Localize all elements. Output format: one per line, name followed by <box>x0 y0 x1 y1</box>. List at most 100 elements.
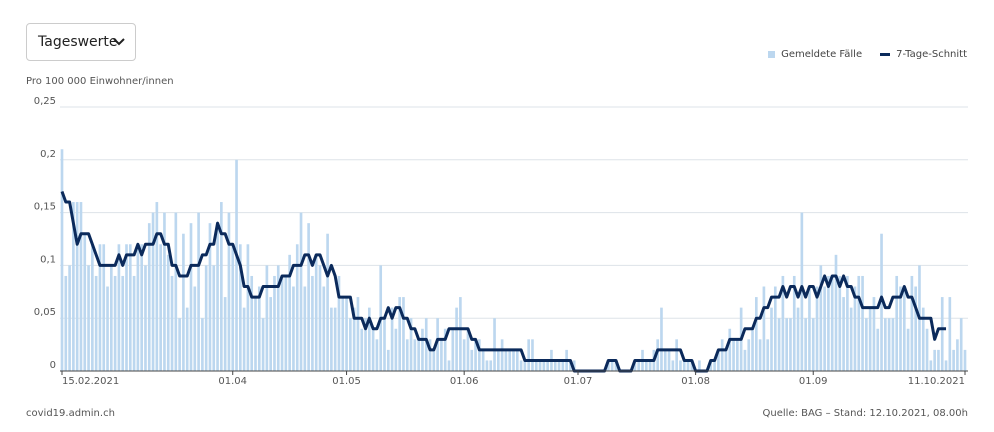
bar <box>523 360 527 371</box>
bar <box>834 254 838 371</box>
y-tick-label: 0,25 <box>34 96 56 107</box>
x-tick-label: 01.09 <box>799 376 828 387</box>
legend-item[interactable]: Gemeldete Fälle <box>768 49 862 60</box>
bar <box>830 275 834 371</box>
bar <box>758 339 762 371</box>
bar <box>75 202 79 371</box>
bar <box>193 286 197 371</box>
bar <box>527 339 531 371</box>
bar <box>462 339 466 371</box>
legend-item[interactable]: 7-Tage-Schnitt <box>880 49 967 60</box>
bar <box>405 339 409 371</box>
bar <box>212 265 216 371</box>
bar <box>538 360 542 371</box>
bar <box>607 360 610 371</box>
bar <box>413 339 417 371</box>
bar <box>796 307 800 371</box>
bar <box>614 360 618 371</box>
bar <box>504 349 508 371</box>
bar <box>466 328 470 371</box>
dropdown[interactable]: Tageswerte <box>26 23 136 61</box>
bar <box>747 339 751 371</box>
bar <box>743 349 747 371</box>
bar <box>754 297 758 371</box>
legend-label: 7-Tage-Schnitt <box>896 49 967 60</box>
bar <box>94 275 98 371</box>
bar <box>724 349 728 371</box>
bar <box>478 339 481 371</box>
bar <box>151 212 155 371</box>
bar <box>295 244 299 371</box>
bar <box>178 318 181 371</box>
bar <box>155 202 159 371</box>
bar <box>159 244 162 371</box>
bar <box>762 286 766 371</box>
bar <box>447 360 451 371</box>
bar <box>147 223 151 371</box>
bar <box>204 265 208 371</box>
chevron-icon[interactable] <box>113 38 125 46</box>
bar <box>311 275 314 371</box>
bar <box>857 275 861 371</box>
bar <box>819 265 823 371</box>
bar <box>853 286 857 371</box>
bar <box>660 307 663 371</box>
bar <box>515 349 519 371</box>
bar <box>216 223 219 371</box>
bar <box>686 360 690 371</box>
bar <box>671 360 675 371</box>
bar <box>808 286 811 371</box>
bar <box>876 328 880 371</box>
bar <box>443 328 447 371</box>
bar <box>713 360 716 371</box>
bar <box>785 318 789 371</box>
bar <box>633 360 637 371</box>
y-tick-label: 0,1 <box>40 254 56 265</box>
bar <box>83 233 87 371</box>
bar <box>314 254 318 371</box>
bar <box>113 275 117 371</box>
x-tick-label: 01.08 <box>681 376 710 387</box>
bar <box>561 360 565 371</box>
bar <box>663 349 667 371</box>
bar <box>906 328 910 371</box>
bar <box>269 297 273 371</box>
bar <box>440 339 443 371</box>
bar <box>254 297 257 371</box>
bar <box>402 297 405 371</box>
bar <box>170 275 174 371</box>
bar <box>436 318 439 371</box>
bar <box>189 223 193 371</box>
dropdown-label[interactable]: Tageswerte <box>38 34 118 50</box>
y-axis-label: Pro 100 000 Einwohner/innen <box>26 76 174 87</box>
bar <box>481 349 485 371</box>
bar <box>937 349 940 371</box>
bar <box>265 265 269 371</box>
x-tick-label: 01.04 <box>218 376 247 387</box>
bar <box>751 328 754 371</box>
bar <box>534 360 538 371</box>
bar <box>842 297 845 371</box>
legend: Gemeldete Fälle 7-Tage-Schnitt <box>768 49 967 60</box>
legend-label: Gemeldete Fälle <box>781 49 863 60</box>
bar <box>656 339 660 371</box>
bar <box>956 339 959 371</box>
bar <box>307 223 310 371</box>
bar <box>409 318 413 371</box>
bar <box>500 339 504 371</box>
bar <box>732 339 735 371</box>
bar <box>921 307 925 371</box>
bar <box>345 297 348 371</box>
bar <box>375 339 379 371</box>
x-tick-label: 01.05 <box>332 376 361 387</box>
bar <box>933 349 936 371</box>
bar <box>386 349 390 371</box>
bar <box>432 349 436 371</box>
bar <box>421 328 424 371</box>
bar <box>959 318 963 371</box>
y-tick-label: 0 <box>50 360 56 371</box>
bar <box>546 360 549 371</box>
bar <box>87 265 90 371</box>
bar <box>865 318 868 371</box>
